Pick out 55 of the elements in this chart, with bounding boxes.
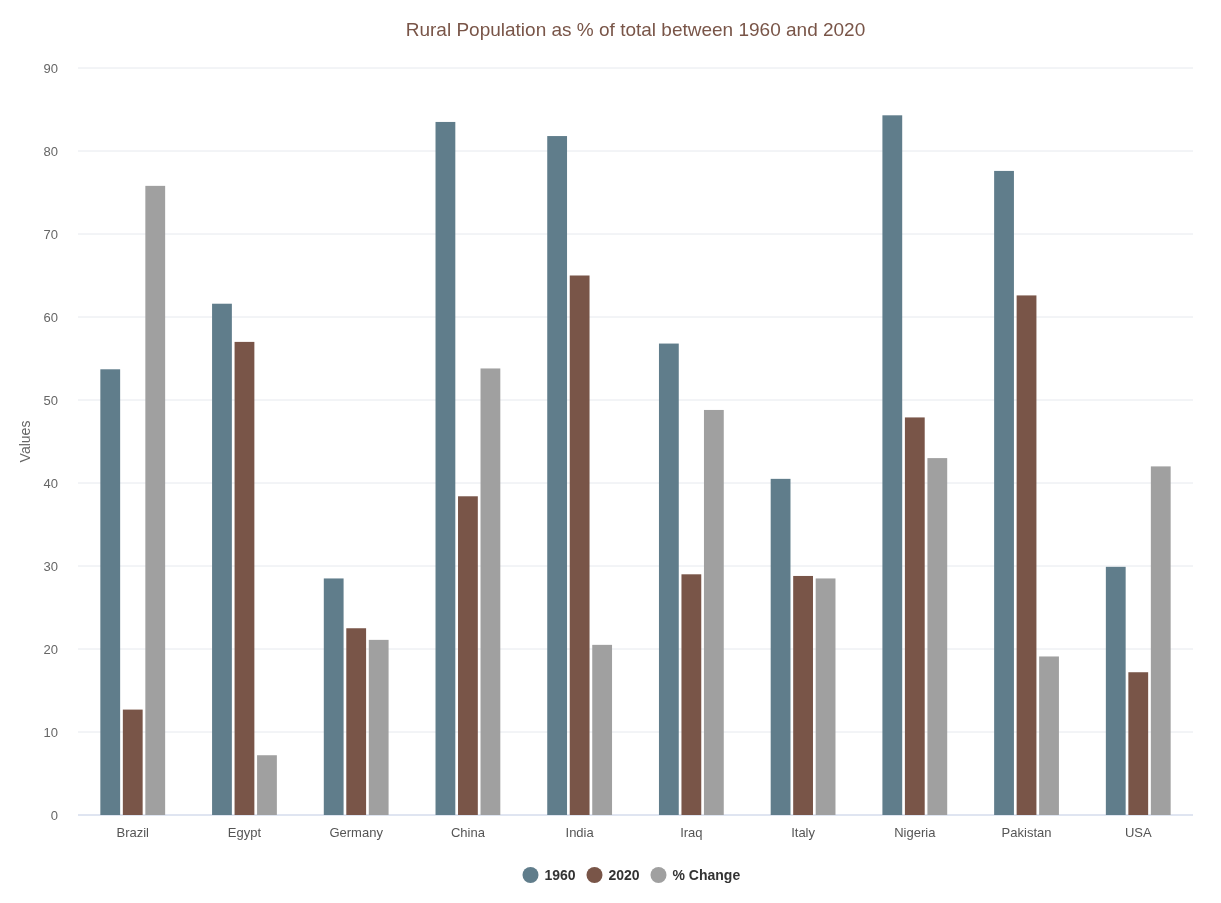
bar <box>346 628 367 815</box>
bar <box>1128 672 1149 815</box>
x-tick-label: Pakistan <box>1001 825 1052 840</box>
bar <box>212 303 232 815</box>
bar <box>1150 466 1171 815</box>
legend-label: 1960 <box>544 866 576 883</box>
bar <box>234 341 255 815</box>
y-tick-label: 0 <box>50 807 58 823</box>
x-tick-label: Germany <box>329 825 384 840</box>
bar <box>592 644 613 815</box>
chart-title: Rural Population as % of total between 1960 and 2020 <box>405 19 866 40</box>
y-tick-label: 70 <box>43 226 58 242</box>
bar <box>882 115 903 815</box>
y-tick-label: 50 <box>43 392 58 408</box>
bar <box>257 755 277 815</box>
y-tick-label: 20 <box>43 641 58 657</box>
bar <box>458 496 478 815</box>
y-tick-label: 80 <box>43 143 58 159</box>
bar <box>904 417 925 815</box>
bar <box>122 709 143 815</box>
bar <box>368 639 389 815</box>
y-axis-title: Values <box>17 420 33 463</box>
bar <box>1016 295 1037 815</box>
legend-label: 2020 <box>608 866 640 883</box>
bar <box>994 170 1014 815</box>
y-tick-label: 40 <box>43 475 58 491</box>
bar <box>1105 566 1126 815</box>
bar <box>793 575 813 815</box>
x-tick-label: Brazil <box>116 825 150 840</box>
x-tick-label: Egypt <box>227 825 262 840</box>
legend-label: % Change <box>672 866 741 883</box>
x-tick-label: Iraq <box>680 825 703 840</box>
bar <box>547 136 568 815</box>
bar <box>815 578 836 815</box>
bar <box>1039 656 1059 815</box>
x-tick-label: USA <box>1124 825 1152 840</box>
bar <box>323 578 344 815</box>
bar <box>100 369 121 815</box>
bar <box>435 121 456 815</box>
y-tick-label: 10 <box>43 724 58 740</box>
y-tick-label: 30 <box>43 558 58 574</box>
x-tick-label: India <box>565 825 595 840</box>
y-tick-label: 60 <box>43 309 58 325</box>
x-tick-label: China <box>450 825 486 840</box>
bar <box>703 409 724 815</box>
bar <box>569 275 590 815</box>
bar <box>681 574 702 815</box>
x-tick-label: Italy <box>791 825 816 840</box>
y-tick-label: 90 <box>43 60 58 76</box>
bar <box>480 368 501 815</box>
bar <box>145 185 166 815</box>
bar <box>770 478 791 815</box>
bar <box>927 458 948 815</box>
x-tick-label: Nigeria <box>894 825 937 840</box>
bar <box>658 343 679 815</box>
